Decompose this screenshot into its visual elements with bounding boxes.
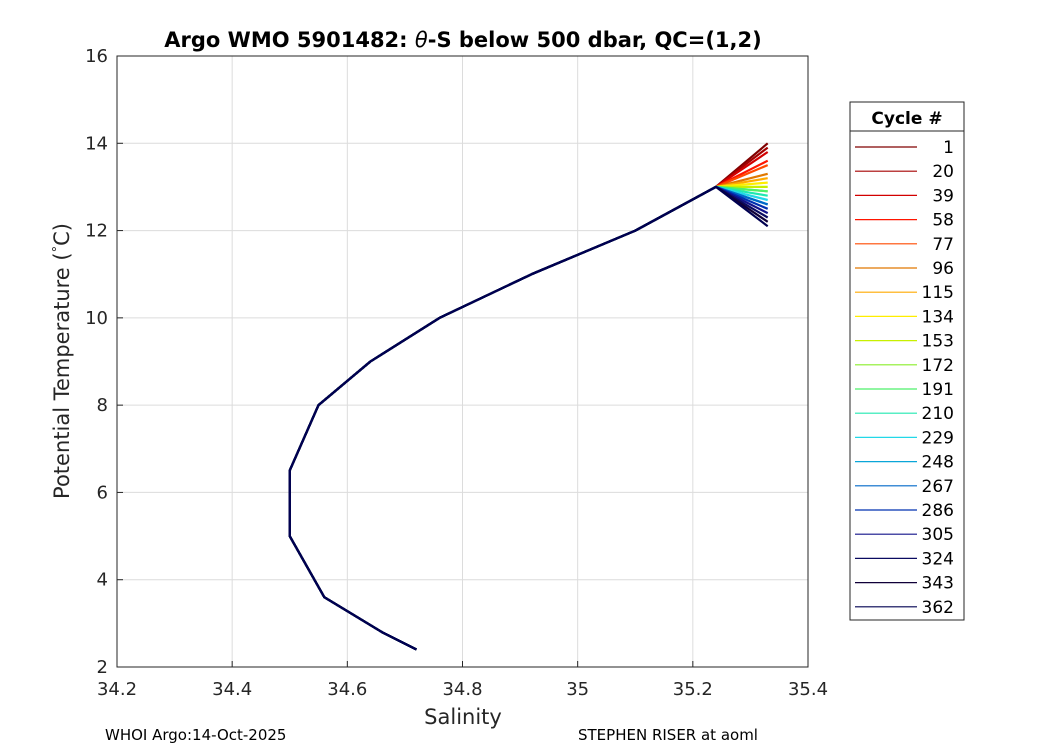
legend-items: 1 20 39 58 77 96 115 134 153 172 191 210 229 248 267 28… [855, 138, 954, 618]
legend-label: 324 [922, 549, 954, 569]
legend-title: Cycle # [871, 109, 942, 129]
y-tick-label: 4 [97, 570, 108, 591]
y-tick-label: 8 [97, 395, 108, 416]
footer-right: STEPHEN RISER at aoml [578, 726, 758, 744]
grid [117, 56, 808, 667]
x-tick-label: 34.8 [442, 679, 482, 700]
chart-title: Argo WMO 5901482: θ-S below 500 dbar, QC… [164, 28, 761, 52]
y-tick-label: 12 [85, 221, 108, 242]
legend-label: 115 [922, 283, 954, 303]
y-axis-label: Potential Temperature (°C) [50, 223, 74, 499]
legend: Cycle # 1 20 39 58 77 96 115 134 153 172 191 210 229… [849, 101, 965, 621]
legend-label: 153 [922, 332, 954, 352]
legend-label: 1 [943, 138, 954, 158]
y-tick-label: 2 [97, 657, 108, 678]
legend-label: 96 [932, 259, 954, 279]
legend-label: 58 [932, 211, 954, 231]
x-tick-label: 35 [566, 679, 589, 700]
legend-label: 229 [922, 428, 954, 448]
footer-left: WHOI Argo:14-Oct-2025 [105, 726, 287, 744]
legend-label: 39 [932, 186, 954, 206]
legend-label: 77 [932, 235, 954, 255]
x-tick-label: 34.4 [212, 679, 252, 700]
x-tick-label: 34.6 [327, 679, 367, 700]
x-tick-label: 35.2 [673, 679, 713, 700]
legend-label: 172 [922, 356, 954, 376]
y-tick-label: 16 [85, 46, 108, 67]
legend-label: 191 [922, 380, 954, 400]
x-tick-label: 35.4 [788, 679, 828, 700]
y-tick-label: 6 [97, 482, 108, 503]
profile-line-19 [288, 185, 769, 651]
y-tick-label: 10 [85, 308, 108, 329]
legend-label: 248 [922, 453, 954, 473]
y-tick-label: 14 [85, 133, 108, 154]
legend-label: 267 [922, 477, 954, 497]
legend-label: 134 [922, 307, 954, 327]
legend-label: 20 [932, 162, 954, 182]
x-tick-label: 34.2 [97, 679, 137, 700]
legend-label: 305 [922, 525, 954, 545]
axis-ticks: 34.2 34.4 34.6 34.8 35 35.2 35.4 2 4 6 8 10 12 14 16 [85, 46, 828, 700]
legend-label: 286 [922, 501, 954, 521]
x-axis-label: Salinity [424, 705, 502, 729]
legend-label: 210 [922, 404, 954, 424]
legend-label: 362 [922, 598, 954, 618]
legend-label: 343 [922, 574, 954, 594]
profile-curves [288, 142, 769, 651]
